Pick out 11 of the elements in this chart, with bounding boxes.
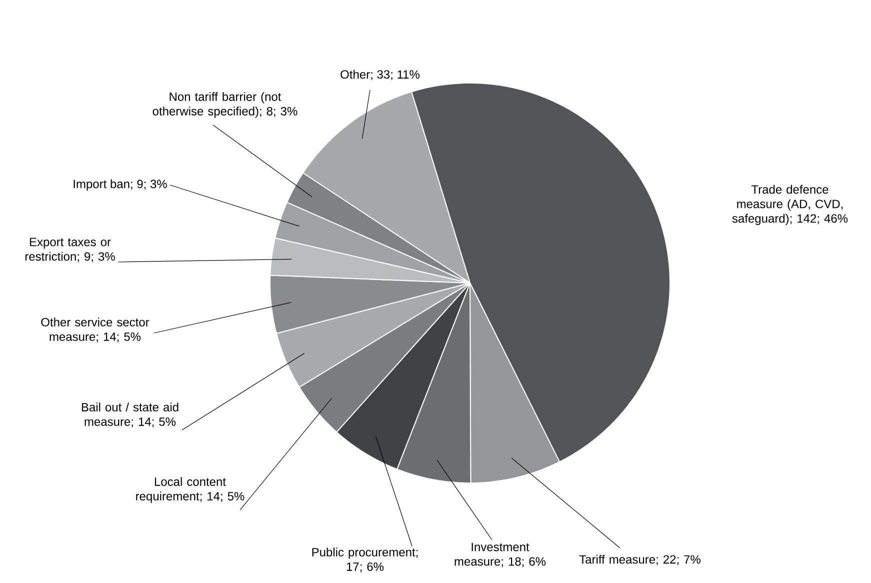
slice-label: Investment measure; 18; 6% — [454, 542, 546, 568]
slice-label: Import ban; 9; 3% — [74, 179, 167, 191]
slice-label: Local content requirement; 14; 5% — [136, 477, 244, 503]
slice-label: Other; 33; 11% — [340, 70, 420, 80]
slice-label: Bail out / state aid measure; 14; 5% — [82, 402, 178, 428]
slice-label: Trade defence measure (AD, CVD, safeguard); 142; 46% — [732, 184, 848, 226]
slice-label: Export taxes or restriction; 9; 3% — [25, 238, 115, 262]
slice-label: Public procurement; 17; 6% — [312, 548, 418, 572]
slice-label: Other service sector measure; 14; 5% — [41, 318, 150, 342]
slice-label: Non tariff barrier (not otherwise specified); 8; 3% — [152, 92, 298, 118]
slice-label: Tariff measure; 22; 7% — [579, 554, 700, 566]
